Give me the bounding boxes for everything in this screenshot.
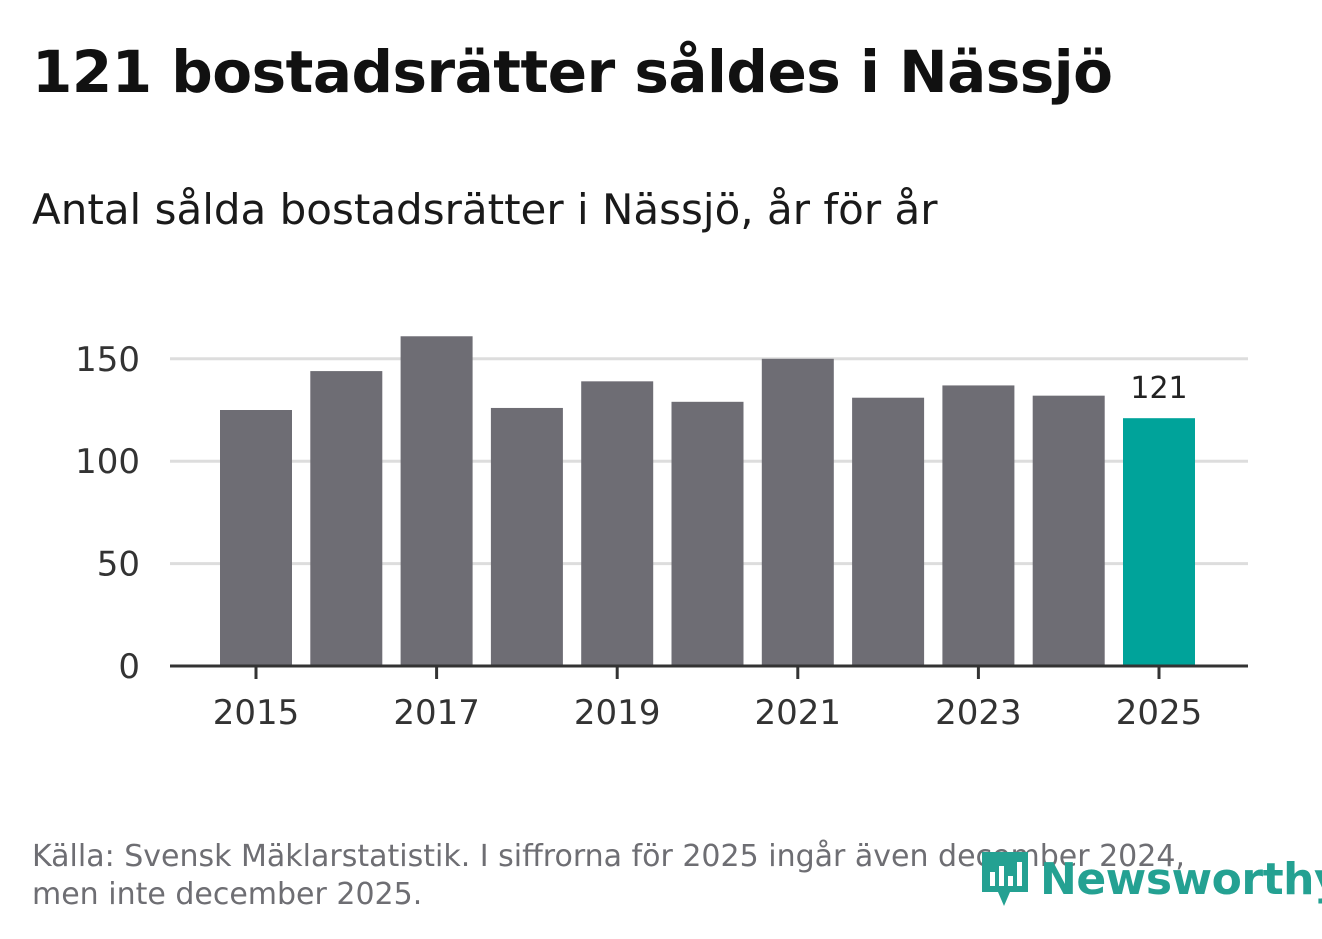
bar-2016 xyxy=(310,371,383,666)
bar-2015 xyxy=(220,410,292,666)
source-line-2: men inte december 2025. xyxy=(32,877,423,912)
chart-title: 121 bostadsrätter såldes i Nässjö xyxy=(32,38,1113,106)
bar-2024 xyxy=(1032,395,1105,666)
x-tick-label: 2017 xyxy=(393,693,480,733)
newsworthy-logo-icon xyxy=(982,852,1028,906)
chart-subtitle: Antal sålda bostadsrätter i Nässjö, år f… xyxy=(32,185,938,234)
bar-2021 xyxy=(761,358,834,666)
data-labels: 121 xyxy=(1130,371,1187,406)
y-tick-label: 50 xyxy=(97,545,140,585)
bar-2023 xyxy=(942,385,1015,666)
bar-2018 xyxy=(490,407,563,666)
bar-chart: 0 50 100 150 2015 2017 2019 2021 2023 2025 121 xyxy=(75,336,1248,733)
bar-2025 xyxy=(1123,418,1195,666)
bar-2020 xyxy=(671,401,744,666)
newsworthy-logo-text: Newsworthy xyxy=(1040,853,1322,905)
newsworthy-logo: Newsworthy xyxy=(980,848,1322,910)
bar-2019 xyxy=(581,381,654,666)
x-tick-label: 2015 xyxy=(213,693,300,733)
y-tick-label: 0 xyxy=(118,647,140,687)
bar-2022 xyxy=(852,397,925,666)
x-tick-label: 2019 xyxy=(574,693,661,733)
bars xyxy=(220,336,1195,666)
x-tick-label: 2021 xyxy=(755,693,842,733)
data-label: 121 xyxy=(1130,371,1187,406)
y-tick-label: 100 xyxy=(75,442,140,482)
y-tick-label: 150 xyxy=(75,340,140,380)
bar-2017 xyxy=(400,336,473,666)
x-tick-label: 2023 xyxy=(935,693,1022,733)
x-tick-label: 2025 xyxy=(1116,693,1203,733)
axes: 0 50 100 150 2015 2017 2019 2021 2023 2025 xyxy=(75,340,1248,733)
